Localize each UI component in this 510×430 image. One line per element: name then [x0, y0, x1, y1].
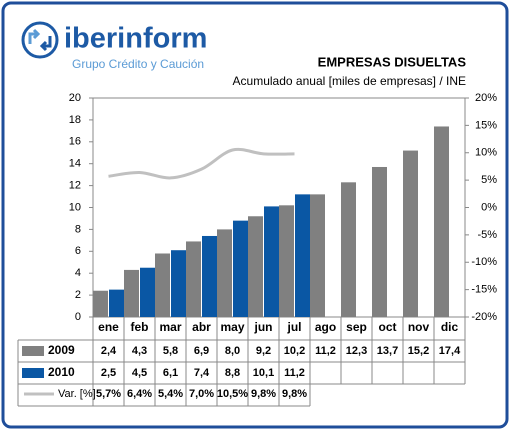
y2-tick-label: 20% — [475, 92, 497, 104]
line — [108, 147, 295, 180]
bar — [186, 241, 201, 317]
bar — [310, 194, 325, 317]
y2-tick-label: 10% — [475, 147, 497, 159]
bar — [295, 194, 310, 317]
y-tick-label: 8 — [75, 223, 81, 235]
table-value: 11,2 — [315, 345, 336, 357]
y2-tick-label: 15% — [475, 119, 497, 131]
x-tick-label: mar — [159, 320, 181, 334]
legend-key — [22, 368, 44, 378]
y2-tick-label: -15% — [471, 284, 497, 296]
table-value: 6,1 — [163, 367, 178, 379]
y-tick-label: 4 — [75, 267, 81, 279]
y-tick-label: 18 — [69, 114, 81, 126]
table-value: 13,7 — [377, 345, 398, 357]
table-value: 4,3 — [132, 345, 147, 357]
logo-icon — [21, 21, 59, 59]
table-value: 8,8 — [225, 367, 240, 379]
legend-label: 2009 — [48, 343, 75, 357]
y2-tick-label: -20% — [471, 311, 497, 323]
bar — [109, 289, 124, 317]
table-value: 4,5 — [132, 367, 147, 379]
legend-label: 2010 — [48, 365, 75, 379]
y-tick-label: 2 — [75, 289, 81, 301]
brand-name: iberinform — [64, 23, 207, 55]
y-tick-label: 10 — [69, 201, 81, 213]
bar — [202, 235, 217, 317]
y2-tick-label: -5% — [477, 229, 497, 241]
y2-tick-label: 5% — [481, 174, 497, 186]
legend-label: Var. [%] — [58, 388, 96, 400]
bar — [279, 205, 294, 317]
y2-tick-label: 0% — [481, 201, 497, 213]
table-value: 17,4 — [439, 345, 461, 357]
table-value: 5,7% — [96, 388, 121, 400]
table-value: 5,4% — [158, 388, 183, 400]
bar — [124, 269, 139, 317]
table-value: 2,4 — [101, 345, 117, 357]
bar — [248, 216, 263, 317]
table-value: 6,4% — [127, 388, 152, 400]
table-value: 6,9 — [194, 345, 209, 357]
table-value: 10,1 — [253, 367, 274, 379]
x-tick-label: oct — [379, 320, 397, 334]
brand-tagline: Grupo Crédito y Caución — [72, 57, 204, 71]
table-value: 5,8 — [163, 345, 178, 357]
bar — [372, 166, 387, 317]
table-value: 9,8% — [251, 388, 276, 400]
table-value: 7,4 — [194, 367, 210, 379]
bar — [434, 126, 449, 317]
x-tick-label: feb — [131, 320, 149, 334]
y2-tick-label: -10% — [471, 256, 497, 268]
bar — [93, 290, 108, 317]
bar — [171, 250, 186, 317]
y-tick-label: 12 — [69, 180, 81, 192]
table-value: 12,3 — [346, 345, 367, 357]
x-tick-label: ene — [98, 320, 119, 334]
x-tick-label: dic — [441, 320, 459, 334]
y-tick-label: 0 — [75, 311, 81, 323]
y-tick-label: 20 — [69, 92, 81, 104]
bar — [140, 267, 155, 317]
chart-subtitle: Acumulado anual [miles de empresas] / IN… — [233, 74, 466, 88]
table-value: 11,2 — [284, 367, 305, 379]
table-value: 9,8% — [282, 388, 307, 400]
x-tick-label: sep — [346, 320, 367, 334]
bar — [403, 150, 418, 317]
legend-key — [22, 346, 44, 356]
y-tick-label: 6 — [75, 245, 81, 257]
table-value: 2,5 — [101, 367, 116, 379]
table-value: 9,2 — [256, 345, 271, 357]
bar — [217, 229, 232, 317]
x-tick-label: may — [220, 320, 244, 334]
table-value: 10,5% — [217, 388, 248, 400]
table-value: 8,0 — [225, 345, 240, 357]
x-tick-label: nov — [408, 320, 430, 334]
y-tick-label: 16 — [69, 136, 81, 148]
bar — [341, 182, 356, 317]
bar — [264, 206, 279, 317]
table-value: 7,0% — [189, 388, 214, 400]
bar — [155, 253, 170, 317]
x-tick-label: jul — [287, 320, 302, 334]
y-tick-label: 14 — [69, 158, 81, 170]
bar — [233, 220, 248, 317]
chart-title: EMPRESAS DISUELTAS — [318, 54, 467, 69]
x-tick-label: ago — [315, 320, 336, 334]
x-tick-label: abr — [192, 320, 211, 334]
table-value: 15,2 — [408, 345, 429, 357]
x-tick-label: jun — [254, 320, 273, 334]
table-value: 10,2 — [284, 345, 305, 357]
